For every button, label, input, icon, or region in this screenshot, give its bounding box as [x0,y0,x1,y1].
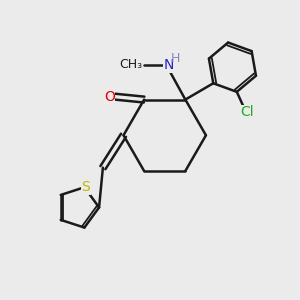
Text: N: N [164,58,174,72]
Text: H: H [171,52,180,65]
Text: S: S [82,180,90,194]
Text: CH₃: CH₃ [119,58,142,71]
Text: O: O [104,90,115,104]
Text: Cl: Cl [240,105,254,119]
